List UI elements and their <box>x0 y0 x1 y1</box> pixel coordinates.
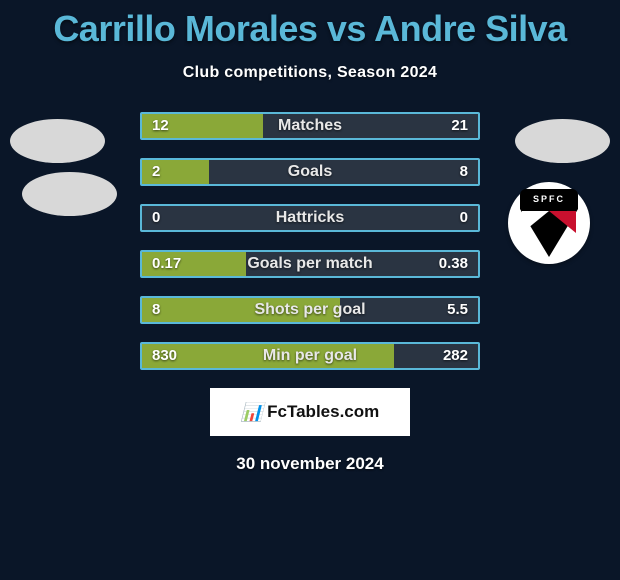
player-right-logo <box>515 119 610 163</box>
stat-value-right: 8 <box>460 160 468 184</box>
stat-row: 2Goals8 <box>140 158 480 186</box>
chart-icon: 📊 <box>241 402 263 423</box>
stat-row: 0Hattricks0 <box>140 204 480 232</box>
badge-shield-icon <box>520 209 578 257</box>
stat-label: Min per goal <box>142 344 478 368</box>
badge-text: SPFC <box>520 189 578 209</box>
stats-bars: 12Matches21 2Goals8 0Hattricks0 0.17Goals p… <box>140 112 480 370</box>
footer-brand-text: FcTables.com <box>267 402 379 422</box>
stat-row: 12Matches21 <box>140 112 480 140</box>
stat-label: Goals per match <box>142 252 478 276</box>
stat-label: Matches <box>142 114 478 138</box>
badge-inner: SPFC <box>520 189 578 257</box>
stat-value-right: 0.38 <box>439 252 468 276</box>
player-left-logo-2 <box>22 172 117 216</box>
stat-row: 0.17Goals per match0.38 <box>140 250 480 278</box>
stat-value-right: 5.5 <box>447 298 468 322</box>
stat-row: 830Min per goal282 <box>140 342 480 370</box>
stat-value-right: 21 <box>451 114 468 138</box>
date-label: 30 november 2024 <box>0 454 620 474</box>
club-badge: SPFC <box>508 182 590 264</box>
stat-value-right: 0 <box>460 206 468 230</box>
footer-brand: 📊 FcTables.com <box>210 388 410 436</box>
player-left-logo-1 <box>10 119 105 163</box>
stat-label: Goals <box>142 160 478 184</box>
stat-row: 8Shots per goal5.5 <box>140 296 480 324</box>
comparison-title: Carrillo Morales vs Andre Silva <box>0 0 620 50</box>
stat-value-right: 282 <box>443 344 468 368</box>
subtitle: Club competitions, Season 2024 <box>0 64 620 82</box>
main-content: SPFC 12Matches21 2Goals8 0Hattricks0 0.17Go… <box>0 112 620 370</box>
stat-label: Shots per goal <box>142 298 478 322</box>
stat-label: Hattricks <box>142 206 478 230</box>
